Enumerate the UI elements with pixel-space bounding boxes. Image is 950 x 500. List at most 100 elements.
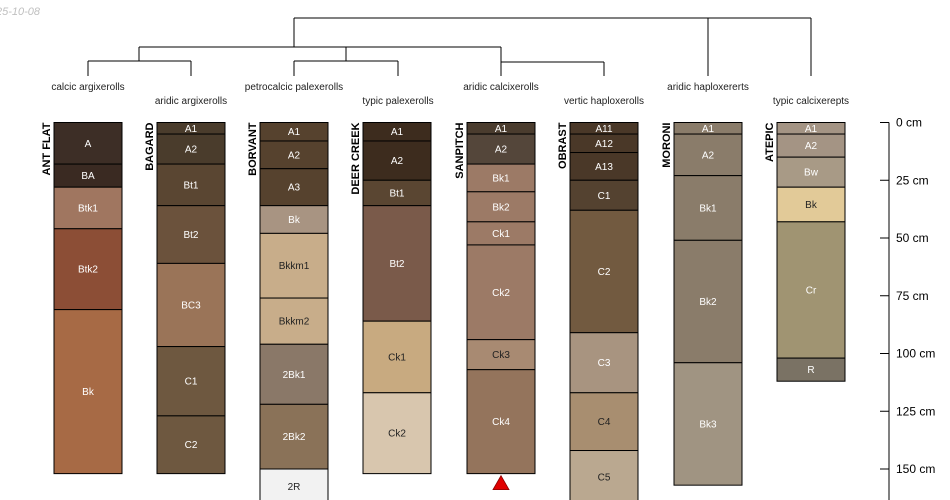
horizon-layer: [466, 191, 536, 223]
horizon-label: Ck4: [492, 417, 510, 428]
horizon-label: A2: [805, 141, 818, 152]
soil-profile: ATEPIC A1 A2 Bw Bk Cr R: [764, 122, 846, 382]
horizon-layer: [776, 186, 846, 223]
depth-tick-label: 25 cm: [896, 173, 929, 187]
profile-name: OBRAST: [557, 122, 569, 169]
horizon-label: A1: [805, 124, 818, 135]
horizon-layer: [673, 362, 743, 486]
horizon-layer: [156, 346, 226, 417]
horizon-layer: [362, 392, 432, 475]
horizon-label: C5: [598, 473, 611, 484]
timestamp: 25-10-08: [0, 6, 41, 18]
horizon-label: A: [85, 139, 92, 150]
horizon-layer: [362, 205, 432, 322]
horizon-label: A2: [702, 150, 715, 161]
profile-name: SANPITCH: [454, 122, 466, 178]
soil-profiles: ANT FLAT A BA Btk1 Btk2 Bk BAGARD A1 A2 Bt1 Bt2 BC3…: [41, 122, 846, 500]
horizon-label: A12: [595, 139, 613, 150]
horizon-layer: [53, 186, 123, 230]
soil-profile: SANPITCH A1 A2 Bk1 Bk2 Ck1 Ck2 Ck3 Ck4: [454, 122, 536, 491]
horizon-label: R: [807, 365, 814, 376]
horizon-label: Ck1: [388, 352, 406, 363]
bottom-marker-icon: [492, 474, 510, 491]
horizon-layer: [776, 357, 846, 382]
horizon-label: Cr: [806, 285, 817, 296]
horizon-label: C1: [598, 191, 611, 202]
horizon-layer: [259, 468, 329, 500]
horizon-label: A2: [288, 150, 301, 161]
depth-axis: 0 cm 25 cm 50 cm 75 cm 100 cm 125 cm 150 cm: [880, 116, 935, 500]
dendrogram: [87, 17, 812, 76]
horizon-layer: [259, 232, 329, 299]
horizon-label: A1: [288, 127, 301, 138]
depth-tick-label: 125 cm: [896, 404, 935, 418]
horizon-label: Ck3: [492, 350, 510, 361]
horizon-layer: [673, 133, 743, 177]
horizon-label: BC3: [181, 300, 201, 311]
horizon-layer: [466, 339, 536, 371]
horizon-layer: [156, 415, 226, 475]
horizon-label: Bkkm1: [279, 261, 310, 272]
horizon-layer: [156, 205, 226, 264]
horizon-label: A11: [595, 124, 612, 135]
depth-tick-label: 50 cm: [896, 231, 929, 245]
depth-tick-label: 0 cm: [896, 116, 922, 130]
horizon-label: Bk: [288, 215, 301, 226]
horizon-layer: [466, 369, 536, 475]
depth-tick-label: 150 cm: [896, 462, 935, 476]
horizon-label: C2: [185, 440, 198, 451]
horizon-layer: [569, 450, 639, 500]
horizon-label: Bk: [805, 200, 818, 211]
horizon-label: A2: [185, 145, 198, 156]
horizon-layer: [53, 228, 123, 311]
horizon-label: Bk: [82, 387, 95, 398]
horizon-label: Bk2: [699, 297, 717, 308]
horizon-layer: [362, 320, 432, 394]
horizon-layer: [156, 163, 226, 207]
horizon-label: Btk2: [78, 265, 98, 276]
horizon-layer: [776, 156, 846, 188]
profile-name: MORONI: [661, 123, 673, 168]
horizon-layer: [156, 262, 226, 348]
horizon-label: A1: [495, 124, 508, 135]
horizon-layer: [466, 133, 536, 165]
horizon-label: 2Bk2: [283, 432, 306, 443]
taxon-labels: calcic argixerolls aridic argixerolls petr…: [51, 82, 849, 107]
taxon-label: calcic argixerolls: [51, 82, 124, 93]
taxon-label: petrocalcic palexerolls: [245, 82, 343, 93]
horizon-label: Ck2: [388, 429, 406, 440]
horizon-label: C4: [598, 417, 611, 428]
soil-profile: DEER CREEK A1 A2 Bt1 Bt2 Ck1 Ck2: [350, 122, 432, 475]
horizon-label: BA: [81, 171, 95, 182]
horizon-label: Bt1: [389, 188, 404, 199]
soil-profile: BORVANT A1 A2 A3 Bk Bkkm1 Bkkm2 2Bk1 2Bk2 2R: [247, 122, 329, 500]
taxon-label: typic calcixerepts: [773, 96, 849, 107]
horizon-label: Bt1: [183, 180, 198, 191]
soil-profile: ANT FLAT A BA Btk1 Btk2 Bk: [41, 122, 123, 475]
horizon-label: Bt2: [389, 259, 404, 270]
taxon-label: aridic argixerolls: [155, 96, 227, 107]
horizon-label: Bkkm2: [279, 317, 310, 328]
profile-name: BAGARD: [144, 122, 156, 170]
horizon-label: C2: [598, 267, 611, 278]
taxon-label: vertic haploxerolls: [564, 96, 644, 107]
horizon-layer: [259, 168, 329, 207]
horizon-label: Bt2: [183, 230, 198, 241]
depth-tick-label: 75 cm: [896, 289, 929, 303]
horizon-layer: [53, 122, 123, 165]
profile-name: DEER CREEK: [350, 122, 362, 194]
horizon-label: A13: [595, 162, 613, 173]
horizon-layer: [362, 140, 432, 181]
horizon-label: C1: [185, 377, 198, 388]
depth-tick-label: 100 cm: [896, 347, 935, 361]
horizon-label: Bk2: [492, 202, 510, 213]
horizon-label: 2Bk1: [283, 370, 306, 381]
horizon-label: 2R: [288, 482, 301, 493]
profile-name: ANT FLAT: [41, 122, 53, 175]
horizon-layer: [466, 244, 536, 341]
horizon-label: A1: [702, 124, 715, 135]
horizon-label: A1: [391, 127, 404, 138]
profile-name: ATEPIC: [764, 122, 776, 162]
horizon-label: A1: [185, 124, 198, 135]
